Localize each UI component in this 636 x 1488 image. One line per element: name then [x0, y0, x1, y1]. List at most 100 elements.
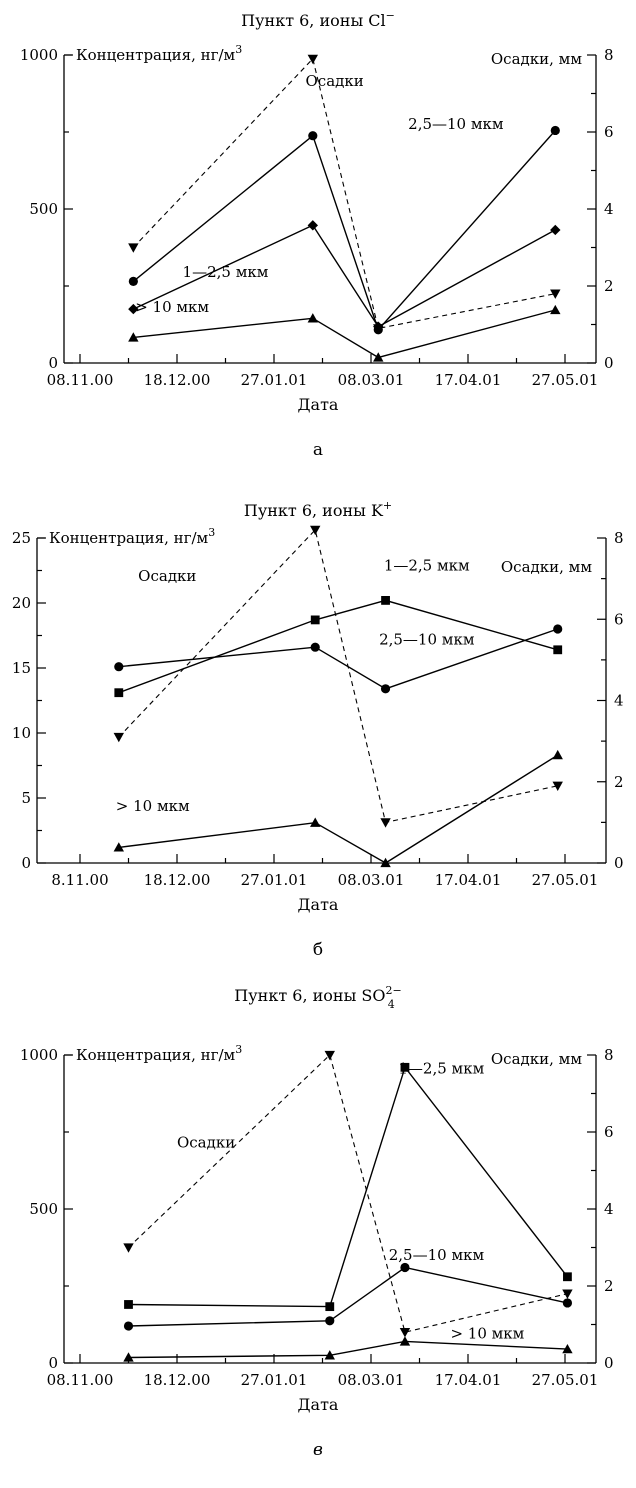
data-point-square — [124, 1300, 133, 1309]
y-axis-label-right: Осадки, мм — [491, 50, 582, 68]
y-axis-label-left: Концентрация, нг/м3 — [76, 43, 242, 64]
x-axis-label: Дата — [298, 395, 339, 414]
series-annotation: Осадки — [177, 1133, 235, 1151]
series-annotation: 1—2,5 мкм — [183, 263, 269, 281]
series-line-4 — [129, 1055, 568, 1332]
panel-label: б — [313, 940, 323, 960]
y-tick-label-left: 0 — [21, 854, 31, 872]
data-point-diamond — [550, 225, 560, 235]
y-tick-label-right: 4 — [604, 200, 614, 218]
data-point-triangle-up — [308, 313, 318, 322]
series-annotation: 1—2,5 мкм — [384, 557, 470, 575]
data-point-triangle-down — [114, 733, 124, 742]
data-point-triangle-up — [550, 305, 560, 314]
data-point-square — [311, 616, 320, 625]
y-tick-label-right: 0 — [604, 1354, 614, 1372]
y-tick-label-right: 8 — [604, 46, 614, 64]
series-annotation: 2,5—10 мкм — [408, 115, 504, 133]
y-tick-label-right: 6 — [604, 123, 614, 141]
series-line-2 — [119, 629, 558, 689]
chart-panel-2: Пункт 6, ионы K+ 0 5 10 15 20 25 0 2 4 6 8 8.11.00 18… — [12, 499, 624, 960]
y-tick-label-left: 25 — [12, 529, 31, 547]
y-axis-label-left: Концентрация, нг/м3 — [76, 1043, 242, 1064]
y-tick-label-right: 0 — [604, 354, 614, 372]
data-point-circle — [311, 643, 320, 652]
series-annotation: 1—2,5 мкм — [398, 1059, 484, 1077]
chart-title: Пункт 6, ионы K+ — [244, 499, 392, 520]
x-tick-label: 27.05.01 — [532, 1371, 599, 1389]
data-point-circle — [325, 1316, 334, 1325]
x-tick-label: 27.01.01 — [241, 871, 308, 889]
data-point-circle — [114, 662, 123, 671]
y-tick-label-left: 1000 — [20, 1046, 58, 1064]
x-tick-label: 17.04.01 — [435, 1371, 502, 1389]
y-tick-label-left: 500 — [29, 200, 58, 218]
data-point-circle — [553, 624, 562, 633]
y-tick-label-left: 0 — [48, 1354, 58, 1372]
y-tick-label-right: 6 — [604, 1123, 614, 1141]
x-tick-label: 08.11.00 — [47, 1371, 114, 1389]
data-point-circle — [551, 126, 560, 135]
series-annotation: Осадки — [138, 567, 196, 585]
series-annotation: > 10 мкм — [450, 1324, 524, 1342]
data-point-square — [563, 1272, 572, 1281]
x-tick-label: 18.12.00 — [144, 1371, 211, 1389]
x-tick-label: 17.04.01 — [435, 871, 502, 889]
series-annotation: > 10 мкм — [135, 298, 209, 316]
y-tick-label-right: 2 — [614, 773, 624, 791]
y-tick-label-left: 500 — [29, 1200, 58, 1218]
x-tick-label: 18.12.00 — [144, 371, 211, 389]
y-axis-label-right: Осадки, мм — [491, 1050, 582, 1068]
x-axis-label: Дата — [298, 1395, 339, 1414]
series-line-4 — [133, 59, 555, 329]
series-line-3 — [133, 310, 555, 358]
x-tick-label: 27.01.01 — [241, 371, 308, 389]
data-point-circle — [124, 1321, 133, 1330]
y-tick-label-right: 2 — [604, 277, 614, 295]
y-tick-label-left: 20 — [12, 594, 31, 612]
panel-label: в — [313, 1440, 323, 1460]
y-tick-label-right: 4 — [604, 1200, 614, 1218]
x-tick-label: 27.01.01 — [241, 1371, 308, 1389]
chart-title: Пункт 6, ионы SO2− 4 — [234, 984, 401, 1011]
data-point-diamond — [308, 220, 318, 230]
chart-panel-3: Пункт 6, ионы SO2− 4 0 500 1000 0 2 4 6 8 08.11.00… — [20, 984, 614, 1460]
series-annotation: > 10 мкм — [116, 797, 190, 815]
data-point-circle — [308, 131, 317, 140]
y-axis-label-left: Концентрация, нг/м3 — [49, 526, 215, 547]
y-tick-label-left: 10 — [12, 724, 31, 742]
x-tick-label: 08.03.01 — [338, 371, 405, 389]
y-tick-label-right: 6 — [614, 610, 624, 628]
y-tick-label-left: 0 — [48, 354, 58, 372]
y-tick-label-right: 8 — [604, 1046, 614, 1064]
data-point-triangle-up — [553, 750, 563, 759]
x-tick-label: 08.11.00 — [47, 371, 114, 389]
chart-panel-1: Пункт 6, ионы Cl− 0 500 1000 0 2 4 6 8 08.11.00 18… — [20, 9, 614, 460]
y-tick-label-left: 5 — [21, 789, 31, 807]
data-point-triangle-down — [380, 818, 390, 827]
y-tick-label-right: 4 — [614, 692, 624, 710]
x-axis-label: Дата — [298, 895, 339, 914]
series-line-2 — [129, 1268, 568, 1327]
y-axis-label-right: Осадки, мм — [501, 558, 592, 576]
y-tick-label-right: 2 — [604, 1277, 614, 1295]
data-point-triangle-up — [310, 818, 320, 827]
series-annotation: 2,5—10 мкм — [389, 1246, 485, 1264]
data-point-triangle-down — [123, 1243, 133, 1252]
data-point-circle — [563, 1298, 572, 1307]
y-tick-label-left: 15 — [12, 659, 31, 677]
y-tick-label-right: 8 — [614, 529, 624, 547]
x-tick-label: 27.05.01 — [532, 871, 599, 889]
x-tick-label: 08.03.01 — [338, 871, 405, 889]
y-tick-label-right: 0 — [614, 854, 624, 872]
x-tick-label: 18.12.00 — [144, 871, 211, 889]
x-tick-label: 08.03.01 — [338, 1371, 405, 1389]
data-point-square — [325, 1302, 334, 1311]
panel-label: a — [313, 440, 323, 460]
data-point-circle — [381, 684, 390, 693]
data-point-triangle-down — [400, 1328, 410, 1337]
series-annotation: Осадки — [306, 72, 364, 90]
series-line-3 — [129, 1341, 568, 1357]
data-point-circle — [129, 277, 138, 286]
